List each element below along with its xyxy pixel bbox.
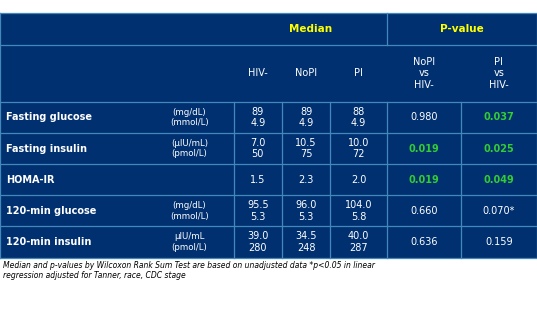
Text: 10.0
72: 10.0 72 bbox=[348, 138, 369, 159]
Text: 0.037: 0.037 bbox=[483, 112, 514, 122]
Text: 0.025: 0.025 bbox=[483, 143, 514, 154]
Text: (μIU/mL)
(pmol/L): (μIU/mL) (pmol/L) bbox=[171, 139, 208, 158]
Text: Median and p-values by Wilcoxon Rank Sum Test are based on unadjusted data *p<0.: Median and p-values by Wilcoxon Rank Sum… bbox=[3, 261, 375, 280]
Text: NoPI: NoPI bbox=[295, 68, 317, 78]
Text: P-value: P-value bbox=[440, 24, 484, 34]
Text: PI: PI bbox=[354, 68, 363, 78]
Text: 0.019: 0.019 bbox=[408, 143, 439, 154]
Text: HOMA-IR: HOMA-IR bbox=[6, 175, 55, 185]
Text: 0.019: 0.019 bbox=[408, 175, 439, 185]
Text: HIV-: HIV- bbox=[248, 68, 267, 78]
Text: Fasting glucose: Fasting glucose bbox=[6, 112, 92, 122]
Text: 88
4.9: 88 4.9 bbox=[351, 107, 366, 128]
Text: Fasting insulin: Fasting insulin bbox=[6, 143, 88, 154]
Text: (mg/dL)
(mmol/L): (mg/dL) (mmol/L) bbox=[170, 201, 208, 221]
Text: 0.070*: 0.070* bbox=[483, 206, 515, 216]
Text: 89
4.9: 89 4.9 bbox=[250, 107, 265, 128]
Text: 0.980: 0.980 bbox=[410, 112, 438, 122]
Text: 0.159: 0.159 bbox=[485, 237, 513, 247]
Text: 2.0: 2.0 bbox=[351, 175, 366, 185]
Text: 2.3: 2.3 bbox=[299, 175, 314, 185]
Text: NoPI
vs
HIV-: NoPI vs HIV- bbox=[412, 57, 435, 90]
Text: 40.0
287: 40.0 287 bbox=[348, 231, 369, 253]
Text: μIU/mL
(pmol/L): μIU/mL (pmol/L) bbox=[171, 232, 207, 252]
Text: 96.0
5.3: 96.0 5.3 bbox=[295, 200, 317, 222]
Text: (mg/dL)
(mmol/L): (mg/dL) (mmol/L) bbox=[170, 107, 208, 127]
Text: 0.049: 0.049 bbox=[483, 175, 514, 185]
Text: 120-min insulin: 120-min insulin bbox=[6, 237, 92, 247]
Text: 1.5: 1.5 bbox=[250, 175, 265, 185]
Bar bbox=[0, 13, 537, 258]
Text: 95.5
5.3: 95.5 5.3 bbox=[247, 200, 268, 222]
Text: 10.5
75: 10.5 75 bbox=[295, 138, 317, 159]
Text: 104.0
5.8: 104.0 5.8 bbox=[345, 200, 372, 222]
Text: 0.660: 0.660 bbox=[410, 206, 438, 216]
Text: 120-min glucose: 120-min glucose bbox=[6, 206, 97, 216]
Text: Median: Median bbox=[288, 24, 332, 34]
Text: 7.0
50: 7.0 50 bbox=[250, 138, 265, 159]
Text: 89
4.9: 89 4.9 bbox=[299, 107, 314, 128]
Text: 39.0
280: 39.0 280 bbox=[247, 231, 268, 253]
Text: PI
vs
HIV-: PI vs HIV- bbox=[489, 57, 509, 90]
Text: 0.636: 0.636 bbox=[410, 237, 438, 247]
Text: 34.5
248: 34.5 248 bbox=[295, 231, 317, 253]
